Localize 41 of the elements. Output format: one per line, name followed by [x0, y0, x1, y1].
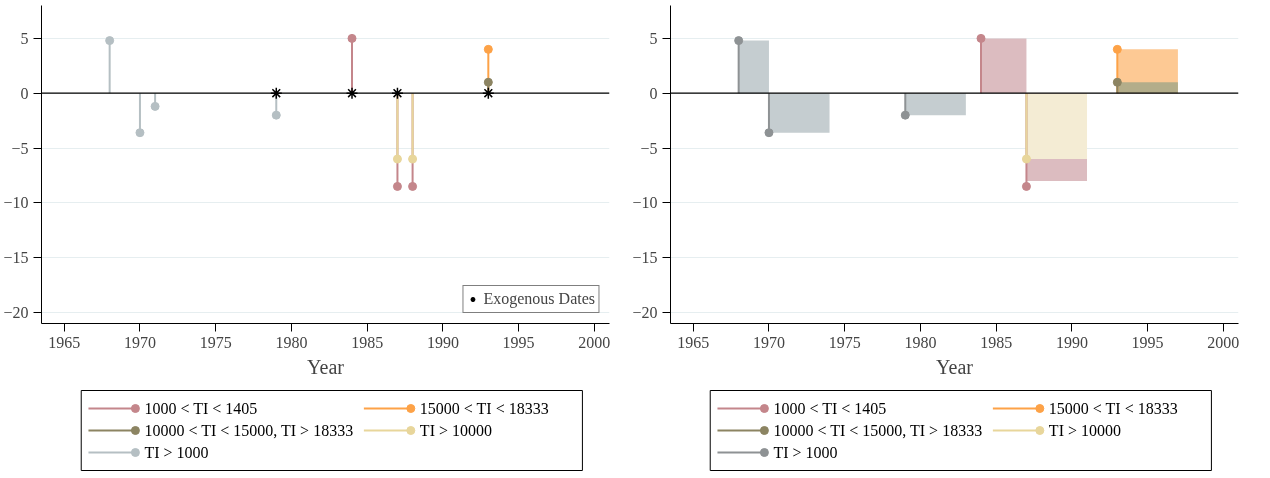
y-tick-label: −20: [632, 304, 658, 322]
legend-label: Exogenous Dates: [483, 290, 595, 308]
y-tick-label: −15: [632, 249, 658, 267]
x-tick-label: 1990: [426, 333, 459, 351]
legend-label: TI > 10000: [1048, 422, 1121, 439]
x-tick-label: 1990: [1055, 333, 1088, 351]
legend-label: 15000 < TI < 18333: [419, 400, 549, 417]
y-tick-label: −10: [3, 194, 29, 212]
y-tick-label: 5: [20, 29, 29, 47]
x-tick-label: 1970: [752, 333, 785, 351]
x-tick-label: 2000: [578, 333, 611, 351]
x-tick-label: 1995: [1131, 333, 1164, 351]
y-tick-label: −20: [3, 304, 29, 322]
x-tick-label: 1985: [980, 333, 1013, 351]
y-tick-label: 0: [649, 84, 658, 102]
legend-label: 15000 < TI < 18333: [1048, 400, 1178, 417]
x-tick-label: 1980: [275, 333, 308, 351]
x-tick-label: 1965: [48, 333, 81, 351]
legend-label: TI > 1000: [144, 444, 209, 461]
x-tick-label: 2000: [1207, 333, 1240, 351]
legend-label: 10000 < TI < 15000, TI > 18333: [144, 422, 354, 439]
x-axis-title: Year: [936, 355, 974, 378]
x-tick-label: 1970: [123, 333, 156, 351]
x-tick-label: 1985: [351, 333, 384, 351]
y-tick-label: −5: [11, 139, 29, 157]
x-tick-label: 1975: [199, 333, 232, 351]
x-tick-label: 1995: [502, 333, 535, 351]
y-tick-label: −15: [3, 249, 29, 267]
y-tick-label: −10: [632, 194, 658, 212]
y-tick-label: 5: [649, 29, 658, 47]
legend-label: 10000 < TI < 15000, TI > 18333: [773, 422, 983, 439]
y-tick-label: −5: [640, 139, 658, 157]
x-tick-label: 1965: [677, 333, 710, 351]
legend-label: TI > 10000: [419, 422, 492, 439]
x-axis-title: Year: [307, 355, 345, 378]
legend-label: TI > 1000: [773, 444, 838, 461]
legend-label: 1000 < TI < 1405: [144, 400, 258, 417]
legend-label: 1000 < TI < 1405: [773, 400, 887, 417]
x-tick-label: 1975: [828, 333, 861, 351]
y-tick-label: 0: [20, 84, 29, 102]
x-tick-label: 1980: [904, 333, 937, 351]
